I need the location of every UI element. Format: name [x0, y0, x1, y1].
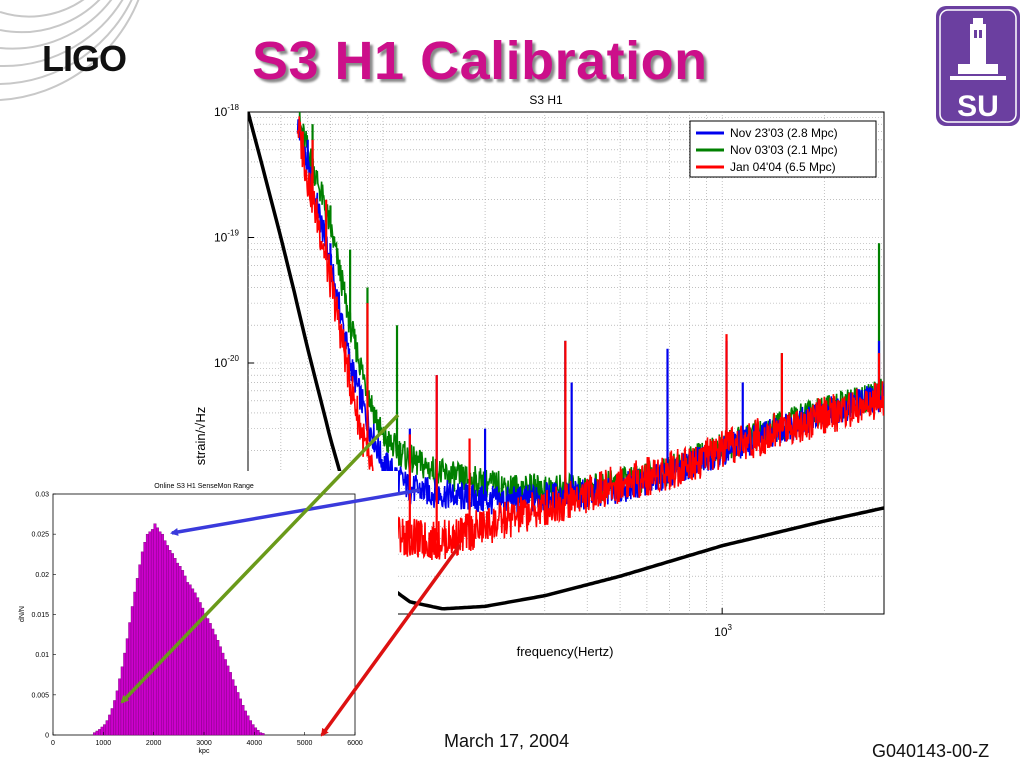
svg-text:SU: SU	[957, 90, 999, 123]
annotation-arrow	[120, 413, 400, 704]
hist-y-tick-label: 0.01	[35, 652, 49, 659]
y-axis-label: strain/√Hz	[193, 407, 208, 465]
y-tick-base: 10	[214, 356, 228, 370]
hist-y-tick-label: 0.02	[35, 572, 49, 579]
x-tick-base: 10	[714, 625, 728, 639]
y-tick-exp: -20	[227, 354, 239, 363]
slide-title: S3 H1 Calibration	[252, 31, 708, 91]
annotation-arrow	[170, 488, 421, 536]
hist-x-tick-label: 0	[51, 740, 55, 747]
hist-x-tick-label: 4000	[247, 740, 263, 747]
y-tick-label: 10-20	[214, 354, 239, 370]
hist-y-label: dN/N	[19, 606, 26, 622]
x-axis-label: frequency(Hertz)	[517, 644, 614, 659]
footer-doc-id: G040143-00-Z	[872, 741, 990, 761]
legend-entry: Nov 03'03 (2.1 Mpc)	[730, 143, 838, 157]
ligo-logo: LIGO	[42, 38, 127, 79]
footer-date: March 17, 2004	[444, 731, 570, 751]
hist-x-label: kpc	[199, 748, 210, 755]
hist-y-tick-label: 0.025	[31, 532, 49, 539]
y-tick-exp: -18	[227, 103, 239, 112]
hist-x-tick-label: 3000	[196, 740, 212, 747]
hist-x-tick-label: 1000	[96, 740, 112, 747]
y-tick-base: 10	[214, 105, 228, 119]
lsu-logo: SU	[936, 6, 1020, 126]
histogram-bar	[261, 733, 265, 736]
x-tick-label: 103	[714, 623, 732, 639]
y-tick-exp: -19	[227, 229, 239, 238]
hist-x-tick-label: 2000	[146, 740, 162, 747]
legend-entry: Nov 23'03 (2.8 Mpc)	[730, 126, 838, 140]
legend-entry: Jan 04'04 (6.5 Mpc)	[730, 160, 836, 174]
hist-x-tick-label: 6000	[347, 740, 363, 747]
hist-x-tick-label: 5000	[297, 740, 313, 747]
y-tick-label: 10-19	[214, 229, 239, 245]
hist-title: Online S3 H1 SenseMon Range	[154, 483, 254, 490]
y-tick-label: 10-18	[214, 103, 239, 119]
histogram-bars	[93, 523, 265, 736]
annotation-arrow	[320, 543, 462, 737]
decorative-arcs	[0, 0, 140, 101]
x-tick-exp: 3	[728, 623, 733, 632]
hist-y-tick-label: 0.015	[31, 612, 49, 619]
hist-y-tick-label: 0.005	[31, 692, 49, 699]
hist-y-tick-label: 0.03	[35, 492, 49, 499]
legend: Nov 23'03 (2.8 Mpc) Nov 03'03 (2.1 Mpc) Ja…	[689, 120, 877, 178]
chart-title: S3 H1	[529, 93, 563, 107]
hist-y-tick-label: 0	[45, 733, 49, 740]
y-tick-base: 10	[214, 231, 228, 245]
